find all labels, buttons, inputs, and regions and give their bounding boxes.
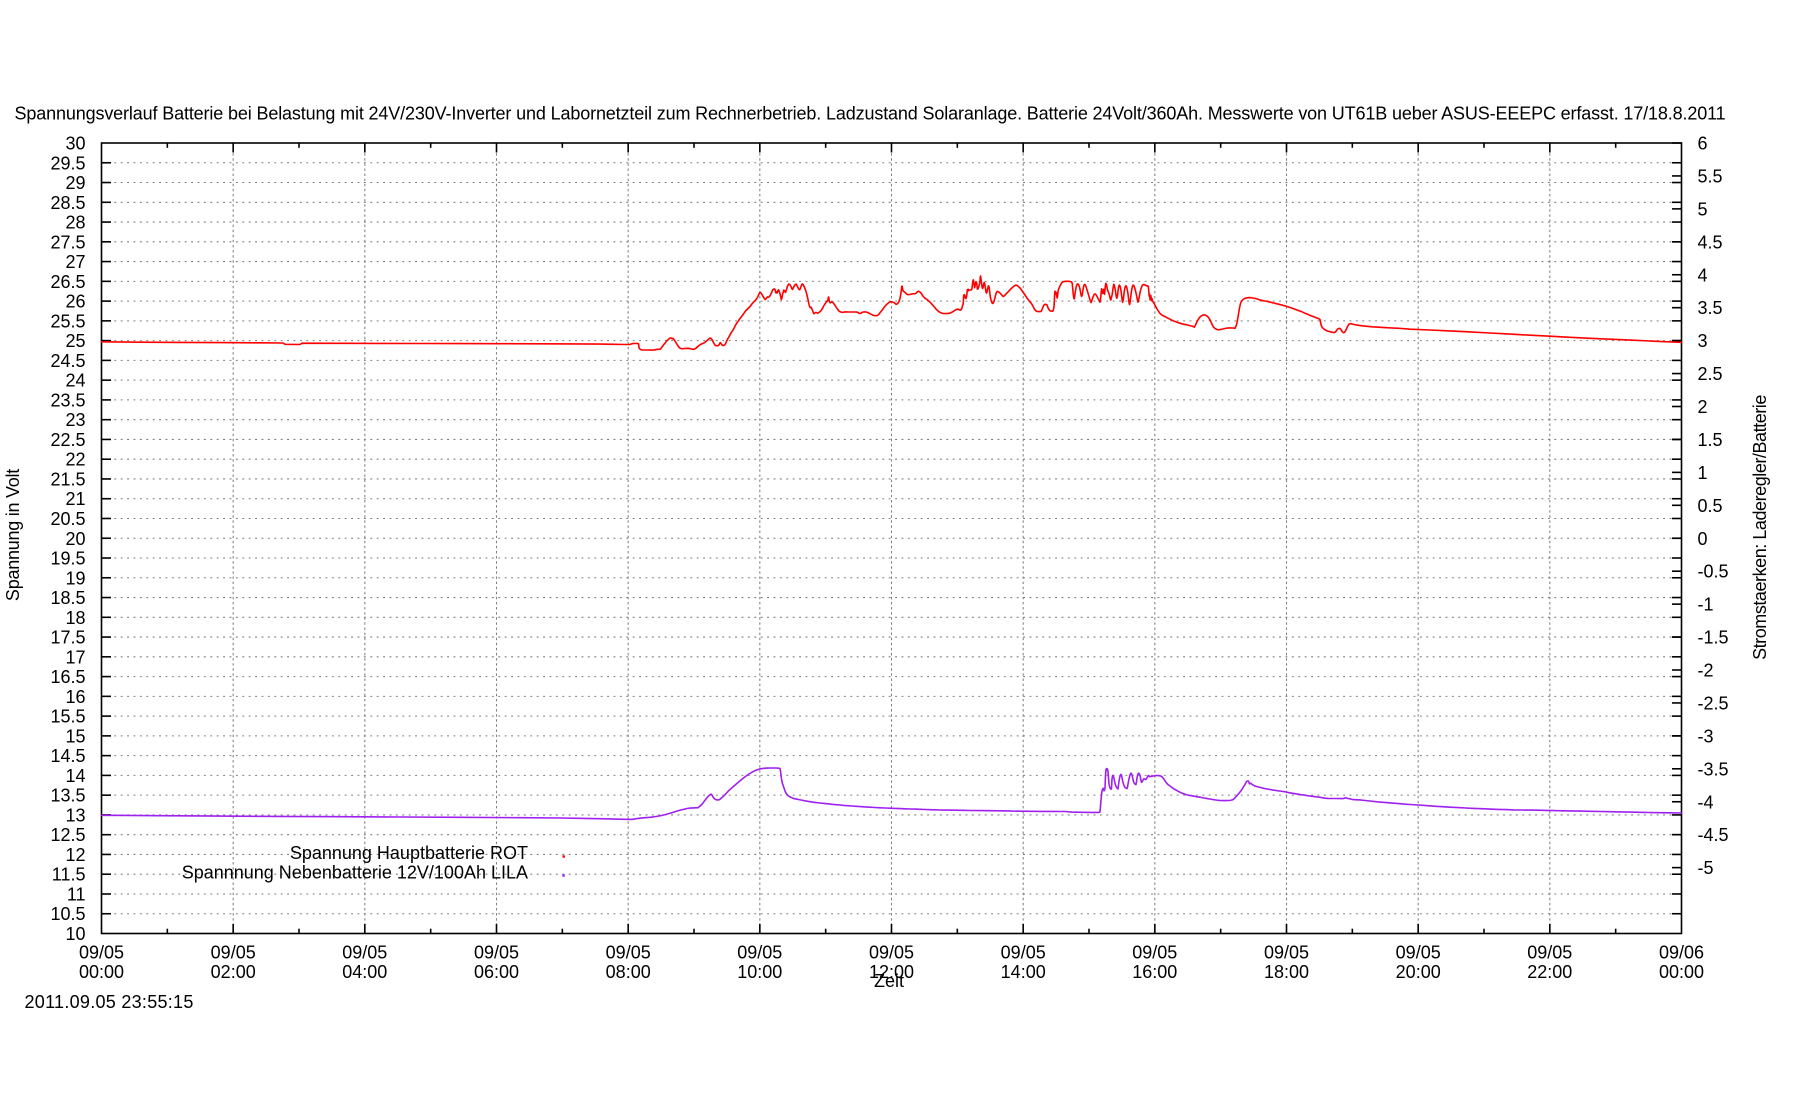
svg-text:-4: -4 bbox=[1698, 792, 1714, 812]
svg-text:29.5: 29.5 bbox=[50, 153, 85, 173]
svg-text:09/05: 09/05 bbox=[1264, 943, 1309, 963]
svg-text:09/05: 09/05 bbox=[211, 943, 256, 963]
svg-text:2011.09.05 23:55:15: 2011.09.05 23:55:15 bbox=[25, 992, 194, 1012]
svg-text:16:00: 16:00 bbox=[1132, 962, 1177, 982]
svg-text:10: 10 bbox=[65, 924, 85, 944]
svg-text:06:00: 06:00 bbox=[474, 962, 519, 982]
svg-text:26.5: 26.5 bbox=[50, 272, 85, 292]
svg-text:0: 0 bbox=[1698, 529, 1708, 549]
svg-text:26: 26 bbox=[65, 292, 85, 312]
svg-text:2.5: 2.5 bbox=[1698, 364, 1723, 384]
svg-text:16: 16 bbox=[65, 687, 85, 707]
svg-text:24: 24 bbox=[65, 371, 85, 391]
svg-text:5.5: 5.5 bbox=[1698, 166, 1723, 186]
svg-text:19: 19 bbox=[65, 568, 85, 588]
svg-text:10.5: 10.5 bbox=[50, 904, 85, 924]
svg-text:09/05: 09/05 bbox=[1132, 943, 1177, 963]
svg-text:14.5: 14.5 bbox=[50, 746, 85, 766]
svg-text:Stromstaerken: Laderegler/Batt: Stromstaerken: Laderegler/Batterie bbox=[1750, 395, 1770, 660]
svg-text:1.5: 1.5 bbox=[1698, 430, 1723, 450]
svg-text:12.5: 12.5 bbox=[50, 825, 85, 845]
svg-text:15.5: 15.5 bbox=[50, 707, 85, 727]
svg-text:-1.5: -1.5 bbox=[1698, 628, 1729, 648]
svg-text:09/05: 09/05 bbox=[737, 943, 782, 963]
svg-text:09/05: 09/05 bbox=[79, 943, 124, 963]
svg-text:12: 12 bbox=[65, 845, 85, 865]
svg-text:25.5: 25.5 bbox=[50, 311, 85, 331]
svg-text:-2: -2 bbox=[1698, 661, 1714, 681]
svg-text:2: 2 bbox=[1698, 397, 1708, 417]
svg-text:12:00: 12:00 bbox=[869, 962, 914, 982]
svg-text:17: 17 bbox=[65, 647, 85, 667]
svg-text:13.5: 13.5 bbox=[50, 786, 85, 806]
svg-text:20: 20 bbox=[65, 529, 85, 549]
svg-text:Spannnung Nebenbatterie 12V/10: Spannnung Nebenbatterie 12V/100Ah LILA bbox=[182, 863, 528, 883]
svg-text:27: 27 bbox=[65, 252, 85, 272]
svg-text:22: 22 bbox=[65, 450, 85, 470]
svg-text:19.5: 19.5 bbox=[50, 549, 85, 569]
svg-text:6: 6 bbox=[1698, 134, 1708, 154]
svg-text:20:00: 20:00 bbox=[1396, 962, 1441, 982]
svg-text:27.5: 27.5 bbox=[50, 232, 85, 252]
svg-text:15: 15 bbox=[65, 726, 85, 746]
svg-text:09/06: 09/06 bbox=[1659, 943, 1704, 963]
svg-text:29: 29 bbox=[65, 173, 85, 193]
svg-text:00:00: 00:00 bbox=[79, 962, 124, 982]
svg-text:3: 3 bbox=[1698, 331, 1708, 351]
svg-text:23.5: 23.5 bbox=[50, 390, 85, 410]
svg-text:Spannung Hauptbatterie ROT: Spannung Hauptbatterie ROT bbox=[290, 843, 528, 863]
svg-text:14:00: 14:00 bbox=[1001, 962, 1046, 982]
svg-text:09/05: 09/05 bbox=[869, 943, 914, 963]
svg-text:-5: -5 bbox=[1698, 858, 1714, 878]
svg-text:23: 23 bbox=[65, 410, 85, 430]
svg-text:18.5: 18.5 bbox=[50, 588, 85, 608]
svg-text:22.5: 22.5 bbox=[50, 430, 85, 450]
svg-text:0.5: 0.5 bbox=[1698, 496, 1723, 516]
svg-text:28: 28 bbox=[65, 213, 85, 233]
svg-text:30: 30 bbox=[65, 134, 85, 154]
svg-text:09/05: 09/05 bbox=[606, 943, 651, 963]
svg-text:17.5: 17.5 bbox=[50, 628, 85, 648]
svg-text:09/05: 09/05 bbox=[1527, 943, 1572, 963]
svg-text:08:00: 08:00 bbox=[606, 962, 651, 982]
svg-text:1: 1 bbox=[1698, 463, 1708, 483]
svg-text:09/05: 09/05 bbox=[474, 943, 519, 963]
svg-text:22:00: 22:00 bbox=[1527, 962, 1572, 982]
svg-text:28.5: 28.5 bbox=[50, 193, 85, 213]
svg-text:13: 13 bbox=[65, 805, 85, 825]
svg-text:25: 25 bbox=[65, 331, 85, 351]
svg-text:02:00: 02:00 bbox=[211, 962, 256, 982]
svg-text:20.5: 20.5 bbox=[50, 509, 85, 529]
svg-text:21: 21 bbox=[65, 489, 85, 509]
svg-text:Spannung in Volt: Spannung in Volt bbox=[3, 469, 23, 601]
svg-text:09/05: 09/05 bbox=[342, 943, 387, 963]
svg-text:21.5: 21.5 bbox=[50, 469, 85, 489]
svg-text:09/05: 09/05 bbox=[1396, 943, 1441, 963]
svg-text:5: 5 bbox=[1698, 199, 1708, 219]
svg-text:4: 4 bbox=[1698, 265, 1708, 285]
svg-text:24.5: 24.5 bbox=[50, 351, 85, 371]
svg-text:-2.5: -2.5 bbox=[1698, 693, 1729, 713]
svg-text:-1: -1 bbox=[1698, 595, 1714, 615]
svg-text:11: 11 bbox=[67, 884, 86, 904]
svg-text:04:00: 04:00 bbox=[342, 962, 387, 982]
svg-text:-3.5: -3.5 bbox=[1698, 759, 1729, 779]
svg-text:-0.5: -0.5 bbox=[1698, 562, 1729, 582]
svg-text:18:00: 18:00 bbox=[1264, 962, 1309, 982]
svg-text:18: 18 bbox=[65, 608, 85, 628]
svg-text:4.5: 4.5 bbox=[1698, 232, 1723, 252]
svg-text:11.5: 11.5 bbox=[52, 865, 86, 885]
svg-text:09/05: 09/05 bbox=[1001, 943, 1046, 963]
svg-text:00:00: 00:00 bbox=[1659, 962, 1704, 982]
svg-text:3.5: 3.5 bbox=[1698, 298, 1723, 318]
svg-text:Zeit: Zeit bbox=[874, 971, 904, 991]
svg-text:14: 14 bbox=[65, 766, 85, 786]
svg-text:16.5: 16.5 bbox=[50, 667, 85, 687]
svg-text:-4.5: -4.5 bbox=[1698, 825, 1729, 845]
svg-text:-3: -3 bbox=[1698, 726, 1714, 746]
svg-text:10:00: 10:00 bbox=[737, 962, 782, 982]
svg-text:Spannungsverlauf Batterie bei: Spannungsverlauf Batterie bei Belastung … bbox=[15, 104, 1726, 124]
